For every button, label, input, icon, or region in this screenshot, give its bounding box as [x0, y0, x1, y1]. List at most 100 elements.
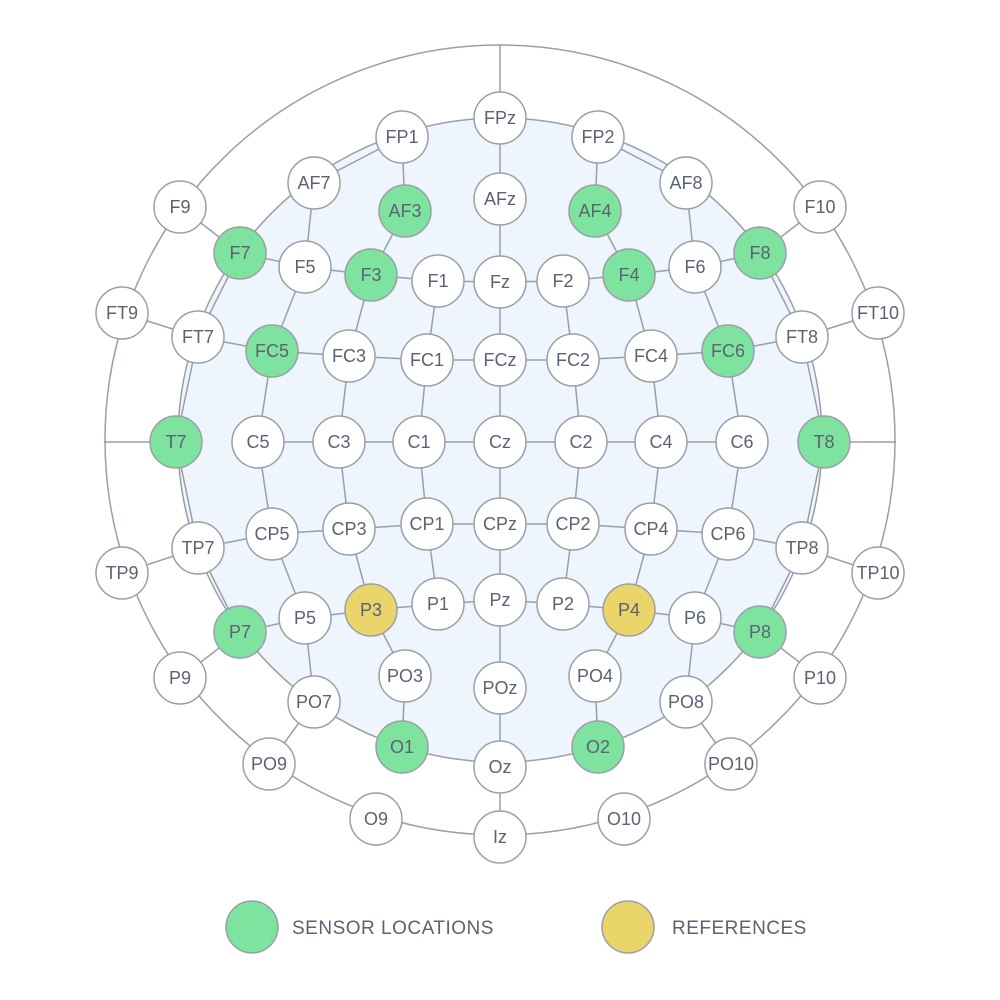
electrode-label: P4 — [618, 600, 640, 620]
electrode-label: TP10 — [856, 563, 899, 583]
electrode-po4: PO4 — [568, 649, 622, 703]
electrode-f5: F5 — [278, 240, 332, 294]
legend-reference-label: REFERENCES — [672, 918, 807, 939]
electrode-af3: AF3 — [378, 184, 432, 238]
electrode-label: Pz — [489, 590, 510, 610]
electrode-circle — [733, 605, 787, 659]
electrode-cp5: CP5 — [245, 507, 299, 561]
electrode-circle — [378, 184, 432, 238]
electrode-t8: T8 — [797, 415, 851, 469]
electrode-circle — [571, 110, 625, 164]
electrode-circle — [375, 110, 429, 164]
electrode-label: FC4 — [634, 346, 668, 366]
electrode-circle — [378, 649, 432, 703]
electrode-afz: AFz — [473, 172, 527, 226]
electrode-p9: P9 — [153, 651, 207, 705]
electrode-label: F6 — [684, 257, 705, 277]
electrode-label: FP1 — [385, 127, 418, 147]
electrode-oz: Oz — [473, 740, 527, 794]
electrode-label: F1 — [427, 271, 448, 291]
electrode-circle — [473, 255, 527, 309]
electrode-label: C5 — [246, 432, 269, 452]
electrode-circle — [400, 333, 454, 387]
legend-sensor-label: SENSOR LOCATIONS — [292, 918, 494, 939]
electrode-f9: F9 — [153, 180, 207, 234]
legend: SENSOR LOCATIONS REFERENCES — [225, 900, 807, 954]
electrode-circle — [704, 737, 758, 791]
electrode-label: PO10 — [708, 754, 754, 774]
electrode-circle — [733, 226, 787, 280]
electrode-circle — [473, 810, 527, 864]
electrode-label: P9 — [169, 668, 191, 688]
electrode-label: Fz — [490, 272, 510, 292]
electrode-circle — [602, 248, 656, 302]
electrode-fc2: FC2 — [546, 333, 600, 387]
electrode-ft7: FT7 — [171, 310, 225, 364]
electrode-circle — [659, 156, 713, 210]
electrode-circle — [149, 415, 203, 469]
electrode-circle — [668, 591, 722, 645]
electrode-circle — [171, 310, 225, 364]
electrode-circle — [344, 248, 398, 302]
electrode-circle — [851, 546, 905, 600]
electrode-circle — [793, 651, 847, 705]
electrode-circle — [287, 156, 341, 210]
electrode-circle — [851, 286, 905, 340]
electrode-label: AF4 — [578, 201, 611, 221]
electrode-fc1: FC1 — [400, 333, 454, 387]
electrode-tp7: TP7 — [171, 521, 225, 575]
electrode-circle — [400, 497, 454, 551]
electrode-f6: F6 — [668, 240, 722, 294]
electrode-f10: F10 — [793, 180, 847, 234]
electrode-fp2: FP2 — [571, 110, 625, 164]
electrode-label: FC1 — [410, 350, 444, 370]
electrode-cpz: CPz — [473, 497, 527, 551]
electrode-circle — [231, 415, 285, 469]
electrode-label: TP9 — [105, 563, 138, 583]
electrode-p6: P6 — [668, 591, 722, 645]
electrode-circle — [473, 661, 527, 715]
electrode-af4: AF4 — [568, 184, 622, 238]
electrode-circle — [775, 310, 829, 364]
electrode-circle — [95, 286, 149, 340]
electrode-fpz: FPz — [473, 91, 527, 145]
electrode-circle — [602, 583, 656, 637]
electrode-c3: C3 — [312, 415, 366, 469]
electrode-p8: P8 — [733, 605, 787, 659]
electrode-ft10: FT10 — [851, 286, 905, 340]
electrode-label: P7 — [229, 622, 251, 642]
electrode-iz: Iz — [473, 810, 527, 864]
electrode-po3: PO3 — [378, 649, 432, 703]
electrode-label: PO9 — [251, 754, 287, 774]
electrode-circle — [668, 240, 722, 294]
electrode-circle — [278, 240, 332, 294]
electrode-label: F9 — [169, 197, 190, 217]
electrode-label: P1 — [427, 594, 449, 614]
electrode-c2: C2 — [554, 415, 608, 469]
electrode-fc4: FC4 — [624, 329, 678, 383]
electrode-label: C6 — [730, 432, 753, 452]
electrode-cp2: CP2 — [546, 497, 600, 551]
electrode-label: AF7 — [297, 173, 330, 193]
electrode-c4: C4 — [634, 415, 688, 469]
electrode-circle — [349, 792, 403, 846]
electrode-circle — [473, 573, 527, 627]
electrode-label: T7 — [165, 432, 186, 452]
electrode-circle — [278, 591, 332, 645]
electrode-p4: P4 — [602, 583, 656, 637]
electrode-po9: PO9 — [242, 737, 296, 791]
electrode-label: CP5 — [254, 524, 289, 544]
electrode-tp9: TP9 — [95, 546, 149, 600]
electrode-label: AF8 — [669, 173, 702, 193]
electrode-circle — [624, 502, 678, 556]
electrode-p1: P1 — [411, 577, 465, 631]
electrode-o1: O1 — [375, 720, 429, 774]
electrode-pz: Pz — [473, 573, 527, 627]
electrode-p10: P10 — [793, 651, 847, 705]
electrode-fc3: FC3 — [322, 329, 376, 383]
electrode-af7: AF7 — [287, 156, 341, 210]
electrode-ft8: FT8 — [775, 310, 829, 364]
electrode-label: F4 — [618, 265, 639, 285]
electrode-circle — [701, 507, 755, 561]
